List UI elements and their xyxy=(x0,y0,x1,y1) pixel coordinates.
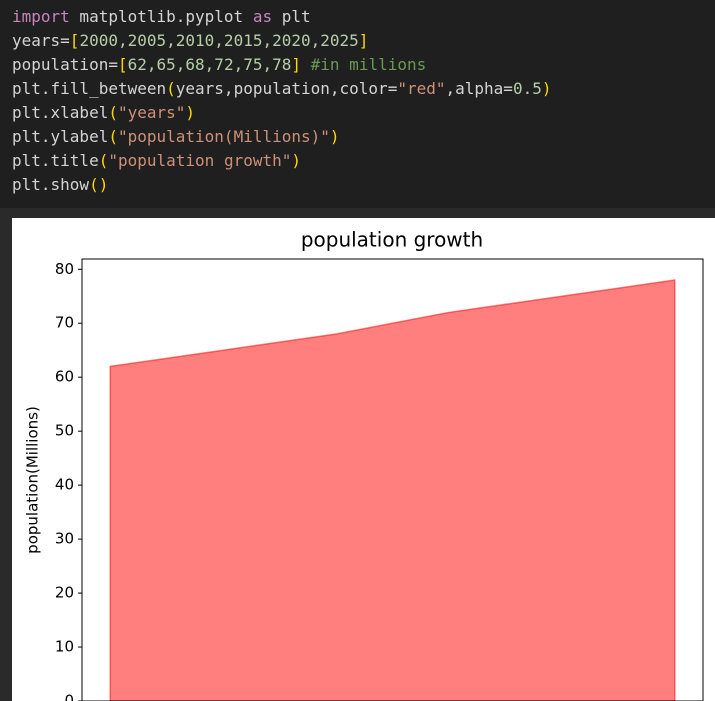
y-axis-label: population(Millions) xyxy=(24,406,42,554)
code-line: plt.fill_between(years,population,color=… xyxy=(12,77,715,101)
y-tick-label: 50 xyxy=(55,422,74,440)
chart-title: population growth xyxy=(301,228,483,252)
code-line: plt.ylabel("population(Millions)") xyxy=(12,125,715,149)
code-token: as xyxy=(252,7,273,26)
axes-frame xyxy=(81,258,704,701)
code-token: ( xyxy=(166,79,176,98)
code-token: "red" xyxy=(397,79,446,98)
code-line: plt.title("population growth") xyxy=(12,149,715,173)
y-tick-label: 20 xyxy=(55,584,74,602)
y-tick-label: 0 xyxy=(64,692,74,701)
code-token: matplotlib.pyplot xyxy=(69,7,253,26)
code-token: population= xyxy=(12,55,118,74)
code-line: plt.show() xyxy=(12,173,715,197)
code-cell: import matplotlib.pyplot as plt years=[20… xyxy=(0,0,715,208)
code-token: ) xyxy=(541,79,552,98)
y-tick-label: 30 xyxy=(55,530,74,548)
area xyxy=(109,279,676,701)
code-token: plt.xlabel xyxy=(12,103,109,122)
code-token: () xyxy=(89,175,109,194)
code-token: import xyxy=(12,7,70,26)
code-token: plt.show xyxy=(12,175,90,194)
code-token: "years" xyxy=(117,103,186,122)
code-token: 62,65,68,72,75,78 xyxy=(127,55,292,74)
code-token: "population growth" xyxy=(108,151,292,170)
code-token: "population(Millions)" xyxy=(117,127,330,146)
y-tick-label: 80 xyxy=(55,260,74,278)
code-token: 0.5 xyxy=(512,79,542,98)
code-token: [ xyxy=(117,55,128,74)
code-line: import matplotlib.pyplot as plt xyxy=(12,5,715,29)
code-token: plt.ylabel xyxy=(12,127,109,146)
y-tick-label: 70 xyxy=(55,314,74,332)
code-token: ) xyxy=(185,103,196,122)
code-token: ( xyxy=(98,151,109,170)
code-token: years,population,color= xyxy=(175,79,398,98)
code-line: population=[62,65,68,72,75,78] #in milli… xyxy=(12,53,715,77)
y-tick-label: 10 xyxy=(55,638,74,656)
code-token: ] xyxy=(358,31,369,50)
code-token: 2000,2005,2010,2015,2020,2025 xyxy=(79,31,359,50)
code-token: years= xyxy=(12,31,70,50)
code-token: ( xyxy=(108,127,118,146)
code-token: plt xyxy=(272,7,311,26)
code-token: plt.fill_between xyxy=(12,79,167,98)
y-tick-label: 60 xyxy=(55,368,74,386)
code-token: ) xyxy=(329,127,340,146)
code-token: ,alpha= xyxy=(445,79,513,98)
code-token: ( xyxy=(108,103,118,122)
code-token: ) xyxy=(291,151,302,170)
code-token: #in millions xyxy=(301,55,427,74)
code-token: [ xyxy=(69,31,80,50)
y-tick-label: 40 xyxy=(55,476,74,494)
code-token: ] xyxy=(291,55,302,74)
code-line: years=[2000,2005,2010,2015,2020,2025] xyxy=(12,29,715,53)
code-token: plt.title xyxy=(12,151,99,170)
code-line: plt.xlabel("years") xyxy=(12,101,715,125)
